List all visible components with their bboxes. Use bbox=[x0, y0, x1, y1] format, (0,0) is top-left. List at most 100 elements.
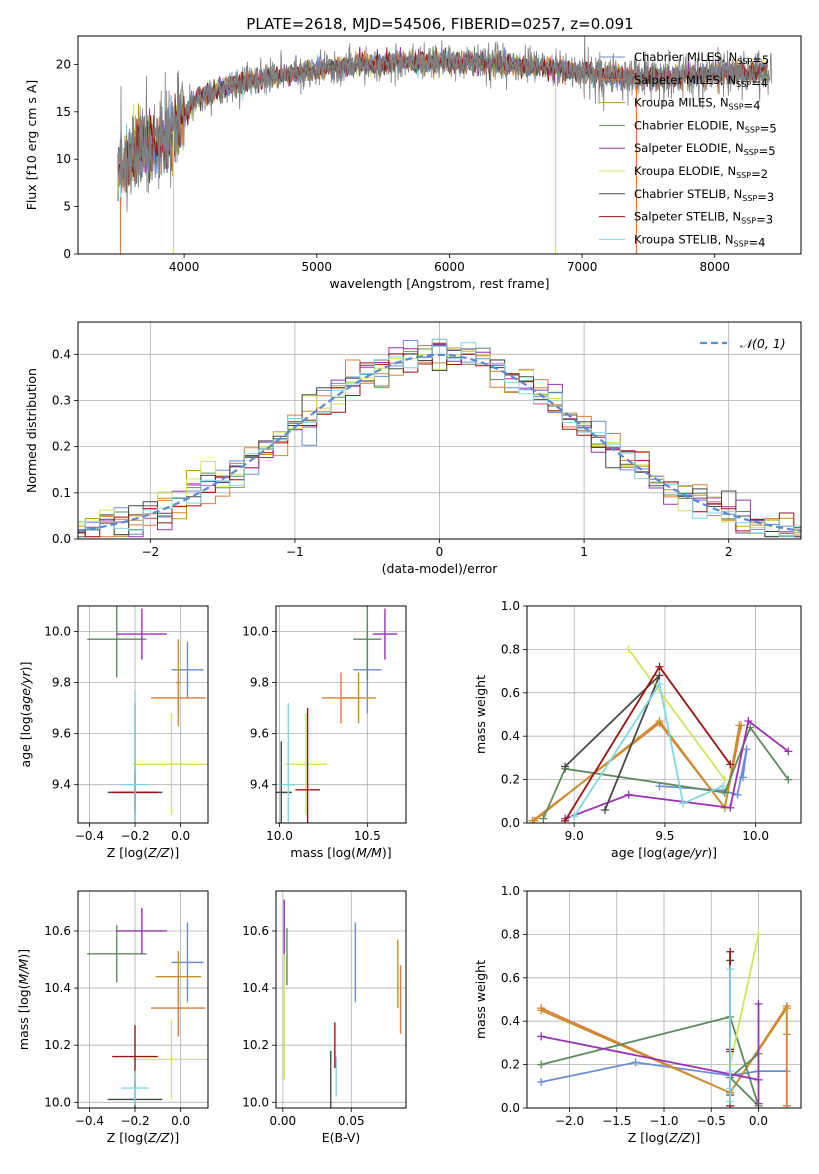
axes-weight-vs-Z: −2.0 −1.5 −1.0 −0.5 0.0 0.0 0.2 0.4 0.6 0.8 1.0 Z [… bbox=[473, 884, 802, 1145]
weight-series-3 bbox=[540, 1015, 760, 1107]
xtick-label-1: 5000 bbox=[302, 260, 333, 274]
weight-marker bbox=[744, 717, 753, 726]
weight-marker bbox=[718, 782, 727, 791]
ytick-label-0: 9.4 bbox=[52, 778, 71, 792]
ytick-label-1: 9.6 bbox=[250, 727, 269, 741]
xtick-label-4: 0.0 bbox=[749, 1114, 768, 1128]
ytick-label-0: 0.0 bbox=[52, 532, 71, 546]
weight-marker bbox=[735, 721, 744, 730]
xtick-label-1: 0.05 bbox=[338, 1114, 365, 1128]
weight-marker bbox=[537, 1032, 546, 1041]
axes-mass-vs-Z: −0.4 −0.2 0.0 10.0 10.2 10.4 10.6 Z [log10(Z/Z⊙… bbox=[16, 890, 209, 1145]
hist-step bbox=[78, 338, 801, 538]
axes-mass-vs-ebv: 0.00 0.05 10.0 10.2 10.4 10.6 E(B-V) bbox=[242, 890, 407, 1145]
weight-marker bbox=[561, 762, 570, 771]
legend-label-1: Salpeter MILES, NSSP=4 bbox=[634, 73, 768, 90]
frame bbox=[77, 605, 209, 824]
xtick-label-2: 0 bbox=[436, 545, 444, 559]
xtick-label-1: 10.5 bbox=[354, 829, 381, 843]
ytick-label-1: 0.1 bbox=[52, 486, 71, 500]
hist-step bbox=[78, 344, 801, 538]
weight-marker bbox=[726, 1097, 735, 1106]
ylabel: age [log10(age/yr)] bbox=[18, 662, 33, 768]
hist-step bbox=[78, 344, 801, 538]
ytick-label-3: 15 bbox=[56, 105, 71, 119]
plot-area bbox=[87, 606, 208, 823]
ytick-label-1: 5 bbox=[63, 200, 71, 214]
xtick-label-0: −2 bbox=[141, 545, 159, 559]
frame bbox=[77, 321, 802, 540]
ytick-label-3: 10.0 bbox=[44, 625, 71, 639]
ytick-label-3: 0.6 bbox=[501, 686, 520, 700]
ytick-label-0: 10.0 bbox=[44, 1095, 71, 1109]
xtick-label-1: −1 bbox=[286, 545, 304, 559]
xlabel: wavelength [Angstrom, rest frame] bbox=[329, 276, 549, 291]
ytick-label-3: 10.6 bbox=[242, 924, 269, 938]
weight-marker bbox=[738, 773, 747, 782]
xtick-label-0: −2.0 bbox=[555, 1114, 584, 1128]
xtick-label-1: −1.5 bbox=[602, 1114, 631, 1128]
ytick-label-2: 9.8 bbox=[52, 676, 71, 690]
normal-curve bbox=[78, 353, 801, 532]
weight-marker bbox=[733, 790, 742, 799]
weight-marker bbox=[726, 803, 735, 812]
legend-label-3: Chabrier ELODIE, NSSP=5 bbox=[634, 118, 777, 135]
xtick-label-2: 6000 bbox=[434, 260, 465, 274]
ytick-label-1: 10.2 bbox=[44, 1038, 71, 1052]
ytick-label-2: 0.4 bbox=[501, 729, 520, 743]
xlabel: Z [log10(Z/Z⊙)] bbox=[628, 1130, 700, 1145]
ytick-label-3: 0.6 bbox=[501, 971, 520, 985]
xtick-label-0: 4000 bbox=[169, 260, 200, 274]
weight-marker bbox=[679, 799, 688, 808]
ytick-label-0: 9.4 bbox=[250, 778, 269, 792]
weight-marker bbox=[784, 775, 793, 784]
legend-label-2: Kroupa MILES, NSSP=4 bbox=[634, 96, 760, 113]
legend-label-8: Kroupa STELIB, NSSP=4 bbox=[634, 232, 765, 249]
ytick-label-2: 10 bbox=[56, 152, 71, 166]
weight-marker bbox=[570, 812, 579, 821]
frame bbox=[275, 605, 407, 824]
ytick-label-4: 0.8 bbox=[501, 642, 520, 656]
weight-marker bbox=[561, 816, 570, 823]
weight-series-8 bbox=[573, 681, 724, 817]
xlabel: (data-model)/error bbox=[382, 561, 499, 576]
weight-marker bbox=[754, 999, 763, 1008]
weight-marker bbox=[624, 645, 633, 654]
weight-series-2 bbox=[533, 719, 741, 822]
ytick-label-0: 10.0 bbox=[242, 1095, 269, 1109]
weight-marker bbox=[655, 671, 664, 680]
weight-marker bbox=[784, 747, 793, 756]
xlabel: Z [log10(Z/Z⊙)] bbox=[107, 845, 179, 860]
xtick-label-0: 10.0 bbox=[266, 829, 293, 843]
xlabel: Z [log10(Z/Z⊙)] bbox=[107, 1130, 179, 1145]
frame bbox=[77, 35, 802, 255]
weight-marker bbox=[782, 1101, 791, 1108]
weight-marker bbox=[537, 1006, 546, 1015]
weight-marker bbox=[537, 1060, 546, 1069]
xtick-label-2: −1.0 bbox=[649, 1114, 678, 1128]
xtick-label-0: −0.4 bbox=[75, 1114, 104, 1128]
ytick-label-3: 10.0 bbox=[242, 625, 269, 639]
frame bbox=[275, 890, 407, 1109]
frame bbox=[526, 890, 802, 1109]
weight-marker bbox=[754, 930, 763, 939]
legend-label-6: Chabrier STELIB, NSSP=3 bbox=[634, 187, 774, 204]
weight-marker bbox=[720, 775, 729, 784]
legend-label-5: Kroupa ELODIE, NSSP=2 bbox=[634, 164, 768, 181]
frame bbox=[77, 890, 209, 1109]
ytick-label-1: 0.2 bbox=[501, 1058, 520, 1072]
ytick-label-5: 1.0 bbox=[501, 599, 520, 613]
ytick-label-0: 0.0 bbox=[501, 1101, 520, 1115]
plot-area bbox=[537, 930, 791, 1108]
figure-title: PLATE=2618, MJD=54506, FIBERID=0257, z=0… bbox=[246, 15, 633, 33]
weight-marker bbox=[726, 947, 735, 956]
ylabel: mass weight bbox=[473, 960, 488, 1039]
data-line bbox=[117, 36, 773, 213]
weight-marker bbox=[655, 680, 664, 689]
ytick-label-1: 9.6 bbox=[52, 727, 71, 741]
weight-marker bbox=[726, 1084, 735, 1093]
weight-series-3 bbox=[542, 725, 790, 820]
legend-normal-label: 𝒩(0, 1) bbox=[740, 336, 786, 351]
ytick-label-4: 20 bbox=[56, 57, 71, 71]
ylabel: Flux [fλ10−17 erg cm−2 s−1 A−1] bbox=[24, 80, 39, 211]
